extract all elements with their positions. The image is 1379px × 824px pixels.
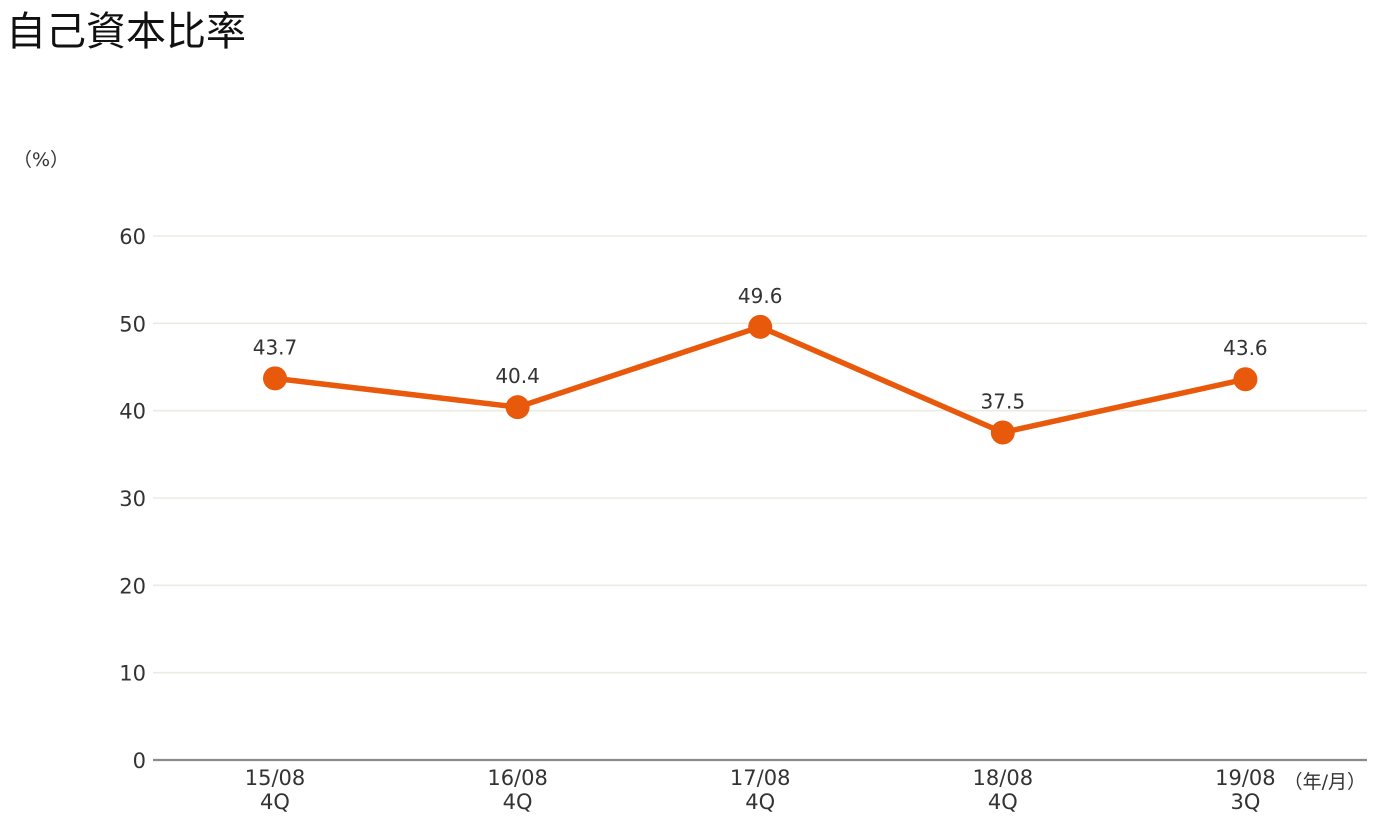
gridlines [153, 235, 1367, 674]
x-tick-label-line: 15/08 [245, 766, 306, 790]
data-label: 37.5 [981, 390, 1026, 414]
data-label: 43.7 [253, 335, 298, 359]
y-tick-label: 40 [119, 400, 146, 424]
x-tick-label-line: 4Q [988, 790, 1018, 814]
data-point [990, 420, 1015, 445]
data-point [263, 366, 287, 391]
x-tick-label-line: 4Q [260, 790, 290, 814]
y-tick-label: 20 [119, 574, 146, 598]
y-axis-ticks: 0 10 20 30 40 50 60 [119, 225, 146, 773]
x-tick-label-line: 18/08 [973, 766, 1034, 790]
y-tick-label: 10 [119, 662, 146, 686]
x-tick-label-line: 17/08 [730, 766, 791, 790]
y-tick-label: 0 [133, 749, 146, 773]
y-tick-label: 50 [119, 312, 146, 336]
data-label: 49.6 [738, 284, 783, 308]
x-tick-label-line: 4Q [745, 790, 775, 814]
data-label: 43.6 [1223, 336, 1268, 360]
x-tick-label-line: 4Q [503, 790, 533, 814]
data-point [748, 314, 773, 339]
y-tick-label: 30 [119, 487, 146, 511]
page-title: 自己資本比率 [6, 9, 246, 55]
data-point [1233, 367, 1258, 392]
y-axis-unit-label: （%） [13, 149, 69, 171]
series-line [272, 324, 1249, 436]
y-tick-label: 60 [119, 225, 146, 249]
x-tick-label-line: 3Q [1230, 790, 1260, 814]
series-group: 43.7 40.4 49.6 37.5 43.6 [253, 284, 1268, 445]
data-point [505, 395, 530, 420]
data-label: 40.4 [495, 364, 540, 388]
x-tick-label-line: 16/08 [487, 766, 548, 790]
x-tick-label-line: 19/08 [1215, 766, 1276, 790]
x-axis-unit-label: （年/月） [1284, 771, 1366, 793]
